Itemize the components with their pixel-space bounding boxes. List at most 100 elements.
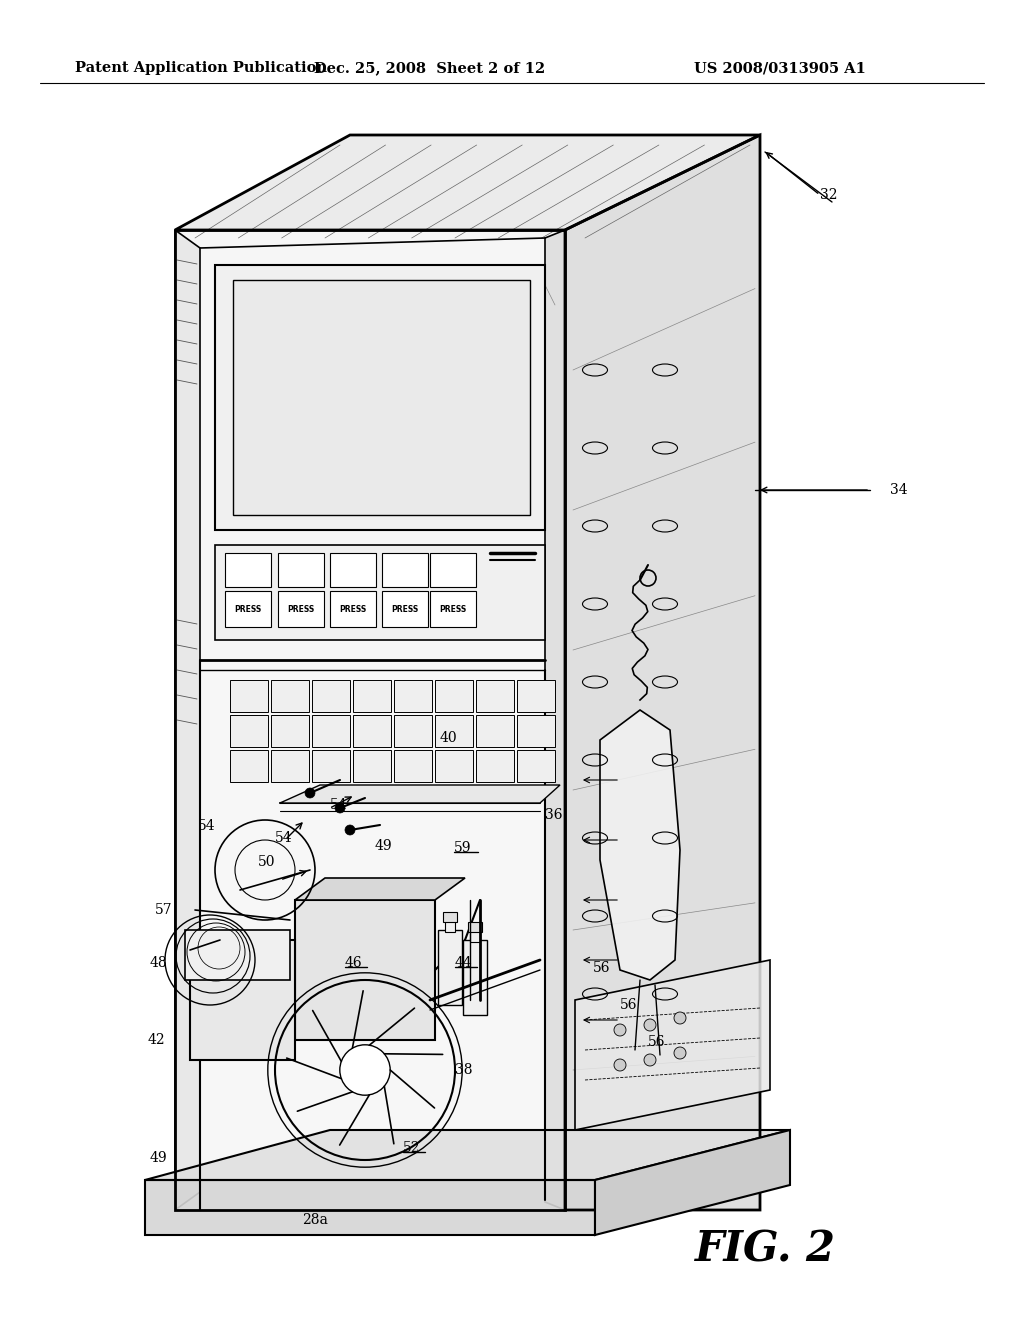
Polygon shape <box>435 715 473 747</box>
Text: 56: 56 <box>593 961 610 975</box>
Text: 54: 54 <box>198 818 216 833</box>
Polygon shape <box>271 715 309 747</box>
Polygon shape <box>230 715 268 747</box>
Polygon shape <box>312 750 350 781</box>
Text: 42: 42 <box>148 1034 166 1047</box>
Polygon shape <box>175 230 565 1210</box>
Polygon shape <box>394 680 432 711</box>
Polygon shape <box>295 900 435 1040</box>
Polygon shape <box>353 680 391 711</box>
Polygon shape <box>175 135 760 230</box>
Polygon shape <box>445 920 455 932</box>
Polygon shape <box>312 680 350 711</box>
Text: Dec. 25, 2008  Sheet 2 of 12: Dec. 25, 2008 Sheet 2 of 12 <box>314 61 546 75</box>
Text: 34: 34 <box>890 483 907 498</box>
Text: 28a: 28a <box>302 1213 328 1228</box>
Polygon shape <box>330 591 376 627</box>
Polygon shape <box>394 715 432 747</box>
Polygon shape <box>382 553 428 587</box>
Polygon shape <box>382 591 428 627</box>
Polygon shape <box>271 680 309 711</box>
Polygon shape <box>215 265 545 531</box>
Polygon shape <box>295 878 465 900</box>
Polygon shape <box>394 750 432 781</box>
Polygon shape <box>353 715 391 747</box>
Polygon shape <box>225 591 271 627</box>
Polygon shape <box>190 940 295 1060</box>
Text: PRESS: PRESS <box>391 605 419 614</box>
Text: PRESS: PRESS <box>439 605 467 614</box>
Text: 36: 36 <box>545 808 562 822</box>
Text: 38: 38 <box>455 1063 472 1077</box>
Text: 59: 59 <box>454 841 471 855</box>
Text: 56: 56 <box>620 998 638 1012</box>
Polygon shape <box>476 715 514 747</box>
Polygon shape <box>600 710 680 979</box>
Text: 56: 56 <box>648 1035 666 1049</box>
Text: 46: 46 <box>345 956 362 970</box>
Polygon shape <box>517 750 555 781</box>
Text: 52: 52 <box>403 1140 421 1155</box>
Circle shape <box>644 1053 656 1067</box>
Polygon shape <box>430 553 476 587</box>
Text: 49: 49 <box>375 840 392 853</box>
Polygon shape <box>215 545 545 640</box>
Polygon shape <box>175 230 200 1210</box>
Circle shape <box>345 825 355 836</box>
Polygon shape <box>280 785 560 803</box>
Polygon shape <box>330 553 376 587</box>
Circle shape <box>305 788 315 799</box>
Circle shape <box>614 1059 626 1071</box>
Circle shape <box>340 1045 390 1096</box>
Polygon shape <box>230 680 268 711</box>
Polygon shape <box>470 931 480 942</box>
Polygon shape <box>435 750 473 781</box>
Text: 44: 44 <box>455 956 473 970</box>
Polygon shape <box>443 912 457 921</box>
Polygon shape <box>230 750 268 781</box>
Text: US 2008/0313905 A1: US 2008/0313905 A1 <box>694 61 866 75</box>
Polygon shape <box>517 680 555 711</box>
Polygon shape <box>278 553 324 587</box>
Polygon shape <box>271 750 309 781</box>
Polygon shape <box>145 1180 595 1236</box>
Polygon shape <box>468 921 482 932</box>
Polygon shape <box>200 671 545 1200</box>
Text: PRESS: PRESS <box>339 605 367 614</box>
Text: PRESS: PRESS <box>234 605 261 614</box>
Text: 49: 49 <box>150 1151 168 1166</box>
Polygon shape <box>565 135 760 1210</box>
Polygon shape <box>517 715 555 747</box>
Polygon shape <box>438 931 462 1005</box>
Polygon shape <box>278 591 324 627</box>
Polygon shape <box>185 931 290 979</box>
Circle shape <box>674 1047 686 1059</box>
Polygon shape <box>353 750 391 781</box>
Circle shape <box>335 803 345 813</box>
Text: 32: 32 <box>820 187 838 202</box>
Text: 54: 54 <box>330 799 347 812</box>
Text: Patent Application Publication: Patent Application Publication <box>75 61 327 75</box>
Text: 57: 57 <box>155 903 173 917</box>
Polygon shape <box>595 1130 790 1236</box>
Polygon shape <box>476 750 514 781</box>
Circle shape <box>614 1024 626 1036</box>
Polygon shape <box>225 553 271 587</box>
Text: 50: 50 <box>258 855 275 869</box>
Circle shape <box>674 1012 686 1024</box>
Polygon shape <box>476 680 514 711</box>
Polygon shape <box>430 591 476 627</box>
Text: PRESS: PRESS <box>288 605 314 614</box>
Polygon shape <box>435 680 473 711</box>
Polygon shape <box>233 280 530 515</box>
Text: 48: 48 <box>150 956 168 970</box>
Text: 40: 40 <box>440 731 458 744</box>
Polygon shape <box>463 940 487 1015</box>
Polygon shape <box>145 1130 790 1180</box>
Text: FIG. 2: FIG. 2 <box>695 1229 836 1271</box>
Polygon shape <box>545 230 565 1210</box>
Polygon shape <box>575 960 770 1130</box>
Text: 54: 54 <box>275 832 293 845</box>
Circle shape <box>644 1019 656 1031</box>
Polygon shape <box>312 715 350 747</box>
